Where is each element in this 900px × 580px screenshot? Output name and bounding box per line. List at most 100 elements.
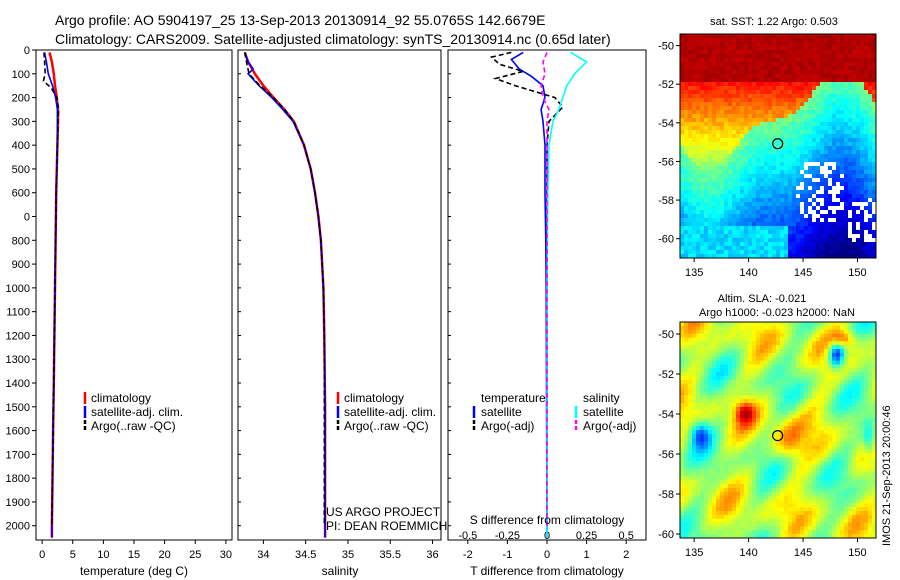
map-cell: [820, 376, 825, 381]
map-cell: [724, 337, 729, 342]
map-cell: [792, 242, 797, 247]
map-cell: [840, 166, 845, 171]
map-cell: [704, 449, 709, 454]
map-cell: [864, 234, 869, 239]
map-cell: [728, 230, 733, 235]
map-cell: [752, 422, 757, 427]
map-cell: [768, 372, 773, 377]
map-cell: [776, 234, 781, 239]
map-cell: [736, 226, 741, 231]
map-cell: [692, 174, 697, 179]
map-cell: [700, 94, 705, 99]
map-cell: [872, 449, 876, 454]
map-cell: [736, 445, 741, 450]
map-cell: [864, 178, 869, 183]
map-cell: [708, 472, 713, 477]
map-cell: [752, 102, 757, 107]
map-cell: [872, 210, 876, 215]
map-cell: [736, 62, 741, 67]
map-cell: [796, 162, 801, 167]
map-cell: [724, 178, 729, 183]
map-cell: [860, 186, 865, 191]
map-cell: [856, 162, 861, 167]
map-cell: [868, 130, 873, 135]
map-cell: [840, 379, 845, 385]
map-cell: [684, 426, 689, 431]
map-cell: [740, 34, 745, 39]
map-cell: [760, 222, 765, 227]
depth-tick-label: 100: [12, 69, 30, 81]
map-cell: [736, 441, 741, 446]
map-cell: [692, 460, 697, 466]
map-cell: [808, 325, 813, 331]
map-cell: [720, 445, 725, 450]
map-cell: [688, 441, 693, 446]
map-cell: [760, 360, 765, 365]
map-cell: [820, 422, 825, 427]
map-cell: [732, 449, 737, 454]
map-cell: [736, 250, 741, 255]
map-cell: [812, 142, 817, 147]
map-cell: [712, 449, 717, 454]
map-cell: [764, 70, 769, 75]
map-cell: [772, 54, 777, 59]
map-cell: [744, 234, 749, 239]
map-cell: [792, 78, 797, 83]
map-cell: [756, 154, 761, 159]
map-cell: [704, 379, 709, 385]
map-cell: [712, 134, 717, 139]
map-cell: [820, 391, 825, 396]
map-cell: [692, 403, 697, 408]
map-cell: [752, 222, 757, 227]
map-cell: [688, 174, 693, 179]
map-cell: [748, 226, 753, 231]
map-cell: [720, 246, 725, 251]
map-cell: [864, 406, 869, 412]
map-cell: [820, 333, 825, 338]
map-cell: [732, 360, 737, 365]
depth-tick-label: 1100: [6, 307, 30, 319]
map-cell: [864, 325, 869, 331]
map-cell: [864, 158, 869, 163]
map-cell: [684, 352, 689, 358]
map-cell: [808, 182, 813, 187]
map-cell: [812, 453, 817, 458]
map-cell: [756, 379, 761, 385]
map-cell: [708, 190, 713, 195]
map-cell: [804, 383, 809, 388]
map-cell: [680, 476, 685, 481]
map-cell: [680, 433, 685, 439]
map-cell: [860, 437, 865, 442]
map-cell: [820, 50, 825, 55]
map-cell: [800, 234, 805, 239]
sst-argo-location-marker: [772, 138, 784, 150]
map-cell: [752, 238, 757, 243]
map-cell: [748, 66, 753, 71]
map-cell: [868, 182, 873, 187]
map-cell: [800, 106, 805, 111]
map-cell: [796, 70, 801, 75]
map-cell: [796, 210, 801, 215]
map-cell: [728, 345, 733, 350]
map-cell: [776, 379, 781, 385]
map-cell: [852, 410, 857, 415]
map-cell: [872, 360, 876, 365]
map-cell: [800, 166, 805, 171]
map-cell: [860, 86, 865, 91]
map-cell: [700, 138, 705, 143]
map-cell: [680, 460, 685, 466]
map-cell: [840, 126, 845, 131]
map-cell: [772, 226, 777, 231]
map-cell: [704, 110, 709, 115]
map-cell: [744, 341, 749, 346]
map-cell: [764, 110, 769, 115]
map-cell: [772, 433, 777, 439]
map-cell: [708, 376, 713, 381]
map-cell: [768, 206, 773, 211]
map-cell: [724, 166, 729, 171]
map-cell: [704, 42, 709, 47]
map-cell: [788, 202, 793, 207]
map-cell: [864, 453, 869, 458]
map-cell: [716, 82, 721, 87]
map-cell: [680, 198, 685, 203]
